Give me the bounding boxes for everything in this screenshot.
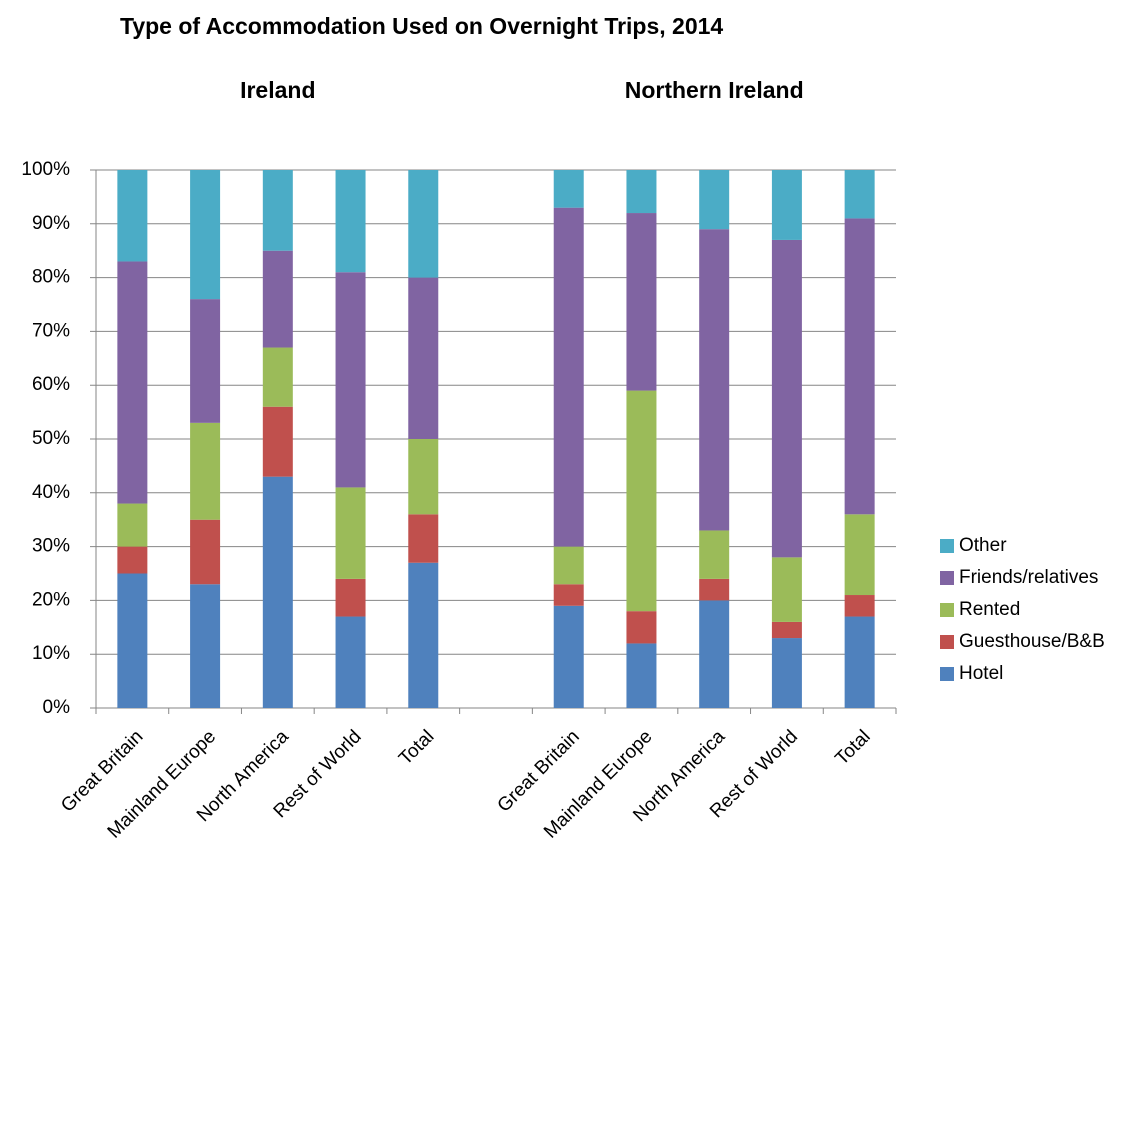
bar-segment — [844, 616, 875, 708]
bar-segment — [190, 170, 221, 300]
bar-segment — [771, 621, 802, 639]
bar-segment — [190, 299, 221, 423]
group-label: Ireland — [240, 77, 315, 103]
y-tick-label: 50% — [32, 428, 70, 449]
bar-segment — [844, 170, 875, 219]
bar-segment — [190, 519, 221, 585]
legend-swatch — [940, 539, 954, 553]
bar-segment — [626, 390, 657, 612]
y-tick-label: 90% — [32, 213, 70, 234]
legend-label: Rented — [959, 599, 1020, 620]
bar-segment — [262, 476, 293, 708]
bar-segment — [117, 546, 148, 574]
legend-swatch — [940, 667, 954, 681]
y-tick-label: 20% — [32, 589, 70, 610]
bar-segment — [699, 600, 730, 708]
bar-segment — [553, 170, 584, 208]
bar-segment — [408, 439, 439, 515]
x-tick-label: Total — [831, 726, 874, 769]
bar-segment — [335, 616, 366, 708]
legend-label: Other — [959, 535, 1007, 556]
bar-segment — [335, 487, 366, 579]
y-tick-label: 10% — [32, 643, 70, 664]
y-tick-label: 100% — [21, 159, 70, 180]
bar-segment — [699, 578, 730, 601]
y-tick-label: 0% — [43, 697, 71, 718]
bar-segment — [771, 638, 802, 708]
bar-segment — [553, 605, 584, 708]
x-tick-label: Total — [395, 726, 438, 769]
bar-segment — [408, 562, 439, 708]
bar-segment — [262, 347, 293, 407]
chart-title: Type of Accommodation Used on Overnight … — [120, 13, 723, 39]
bar-segment — [699, 170, 730, 230]
bar-segment — [844, 595, 875, 617]
bar-segment — [699, 229, 730, 531]
bar-segment — [553, 546, 584, 585]
legend-swatch — [940, 635, 954, 649]
y-tick-label: 80% — [32, 267, 70, 288]
bar-segment — [190, 422, 221, 520]
bar-segment — [408, 170, 439, 278]
legend-label: Guesthouse/B&B — [959, 631, 1105, 652]
y-tick-label: 40% — [32, 482, 70, 503]
bar-segment — [117, 261, 148, 504]
bar-segment — [771, 170, 802, 240]
bar-segment — [771, 557, 802, 622]
bar-segment — [262, 250, 293, 348]
bar-segment — [335, 272, 366, 488]
bar-segment — [626, 643, 657, 708]
y-tick-label: 60% — [32, 374, 70, 395]
legend-swatch — [940, 603, 954, 617]
legend-label: Hotel — [959, 663, 1003, 684]
y-tick-label: 70% — [32, 320, 70, 341]
bar-segment — [117, 170, 148, 262]
bar-segment — [699, 530, 730, 579]
bar-segment — [771, 239, 802, 558]
group-label: Northern Ireland — [625, 77, 804, 103]
bar-segment — [844, 514, 875, 596]
bar-segment — [335, 578, 366, 617]
bar-segment — [190, 584, 221, 708]
bar-segment — [335, 170, 366, 273]
bar-segment — [262, 170, 293, 251]
bar-segment — [553, 207, 584, 547]
bar-segment — [626, 213, 657, 391]
bar-segment — [117, 503, 148, 547]
bar-segment — [844, 218, 875, 515]
y-tick-label: 30% — [32, 536, 70, 557]
bar-segment — [626, 611, 657, 644]
legend-label: Friends/relatives — [959, 567, 1098, 588]
bar-segment — [408, 277, 439, 439]
bar-segment — [408, 514, 439, 563]
bar-segment — [626, 170, 657, 214]
legend-swatch — [940, 571, 954, 585]
bar-segment — [553, 584, 584, 606]
bar-segment — [262, 406, 293, 477]
bar-segment — [117, 573, 148, 708]
